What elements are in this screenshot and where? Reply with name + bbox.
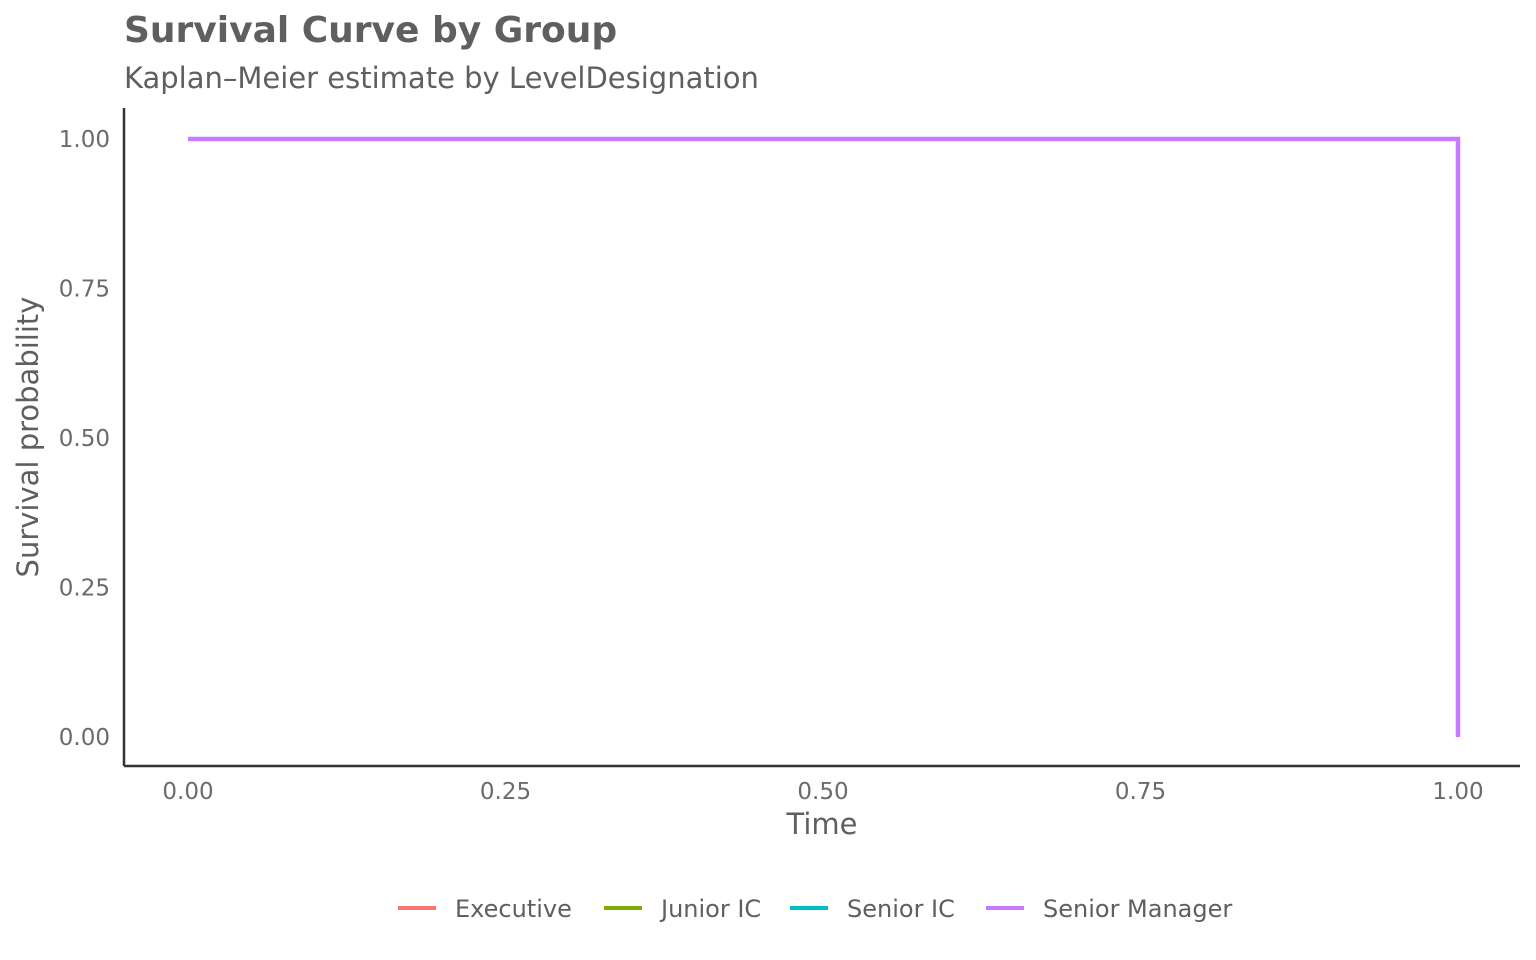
y-tick-label: 1.00 — [59, 127, 110, 153]
y-tick-label: 0.00 — [59, 725, 110, 751]
legend-item-junior-ic: Junior IC — [604, 895, 761, 923]
legend-item-senior-ic: Senior IC — [790, 895, 955, 923]
y-tick-label: 0.50 — [59, 426, 110, 452]
x-tick-label: 1.00 — [1432, 779, 1483, 805]
y-axis-title: Survival probability — [11, 297, 45, 578]
legend-label: Executive — [455, 895, 572, 923]
legend-label: Senior IC — [847, 895, 955, 923]
x-axis-title: Time — [786, 807, 858, 841]
legend-label: Junior IC — [659, 895, 761, 923]
x-tick-label: 0.50 — [797, 779, 848, 805]
y-tick-label: 0.25 — [59, 576, 110, 602]
legend-item-executive: Executive — [398, 895, 572, 923]
series-line-senior-manager — [188, 136, 1461, 737]
x-tick-label: 0.75 — [1115, 779, 1166, 805]
x-axis-ticks: 0.00 0.25 0.50 0.75 1.00 — [162, 779, 1483, 805]
legend-label: Senior Manager — [1043, 895, 1232, 923]
y-tick-label: 0.75 — [59, 277, 110, 303]
legend: Executive Junior IC Senior IC Senior Manage… — [398, 895, 1232, 923]
plot-area: 0.00 0.25 0.50 0.75 1.00 0.00 0.25 0.50 0.75 1.0… — [59, 108, 1520, 805]
series-layer — [188, 136, 1461, 737]
chart-subtitle: Kaplan–Meier estimate by LevelDesignatio… — [124, 61, 759, 95]
chart-title: Survival Curve by Group — [124, 10, 617, 51]
x-tick-label: 0.00 — [162, 779, 213, 805]
y-axis-ticks: 0.00 0.25 0.50 0.75 1.00 — [59, 127, 110, 751]
legend-item-senior-manager: Senior Manager — [986, 895, 1232, 923]
x-tick-label: 0.25 — [480, 779, 531, 805]
